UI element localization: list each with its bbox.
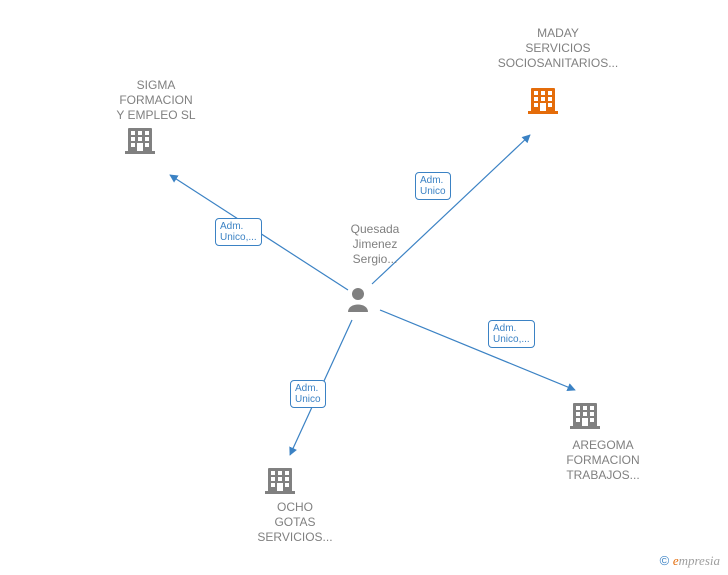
center-node-label: Quesada Jimenez Sergio... — [335, 222, 415, 267]
company-node-label: OCHO GOTAS SERVICIOS... — [240, 500, 350, 545]
copyright-symbol: © — [660, 553, 670, 568]
copyright-footer: © empresia — [660, 553, 720, 569]
company-node-label: AREGOMA FORMACION TRABAJOS... — [543, 438, 663, 483]
edge-label: Adm. Unico — [290, 380, 326, 408]
company-node-label: SIGMA FORMACION Y EMPLEO SL — [96, 78, 216, 123]
edge-label: Adm. Unico — [415, 172, 451, 200]
person-icon — [348, 288, 368, 312]
building-icon — [125, 128, 155, 154]
building-icon — [528, 88, 558, 114]
edge-line — [380, 310, 575, 390]
edge-label: Adm. Unico,... — [215, 218, 262, 246]
building-icon — [265, 468, 295, 494]
edge-label: Adm. Unico,... — [488, 320, 535, 348]
brand-name: empresia — [673, 553, 720, 568]
company-node-label: MADAY SERVICIOS SOCIOSANITARIOS... — [478, 26, 638, 71]
building-icon — [570, 403, 600, 429]
